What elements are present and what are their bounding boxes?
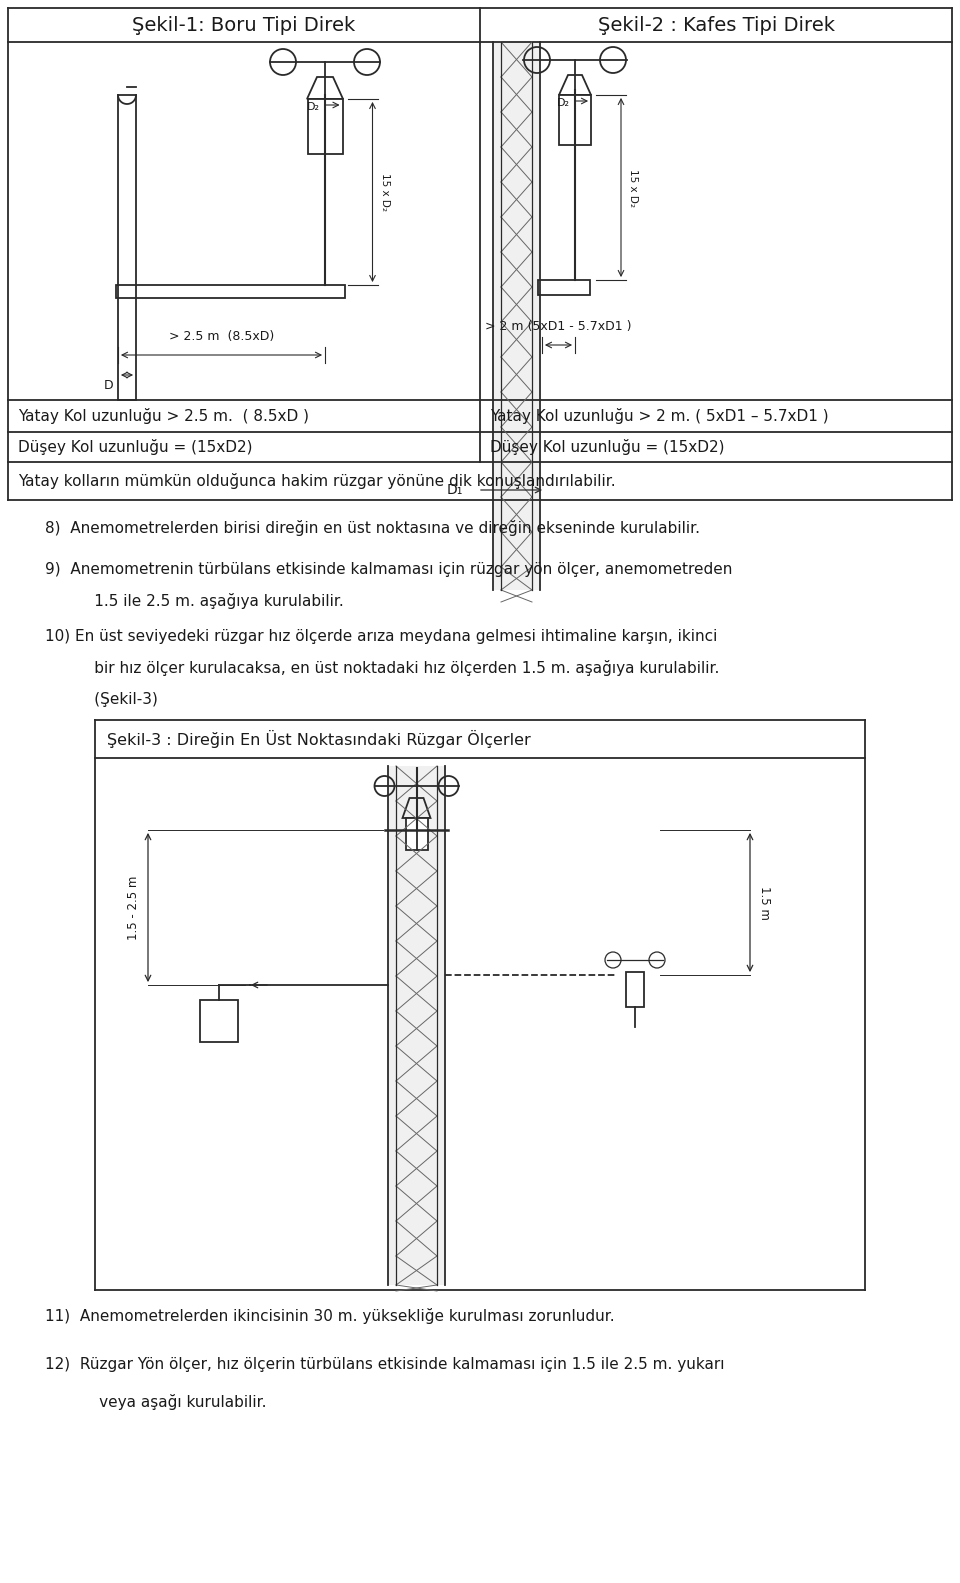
Text: D₁: D₁ [446,483,463,497]
Text: 1.5 - 2.5 m: 1.5 - 2.5 m [127,875,140,940]
Text: Şekil-2 : Kafes Tipi Direk: Şekil-2 : Kafes Tipi Direk [597,16,834,35]
Text: D₂: D₂ [307,101,320,112]
Text: 15 x D₂: 15 x D₂ [379,173,390,211]
Text: (Şekil-3): (Şekil-3) [65,692,157,706]
Text: Düşey Kol uzunluğu = (15xD2): Düşey Kol uzunluğu = (15xD2) [18,438,252,454]
Bar [388,766,445,1285]
Text: > 2 m (5xD1 - 5.7xD1 ): > 2 m (5xD1 - 5.7xD1 ) [485,320,632,332]
Text: 10) En üst seviyedeki rüzgar hız ölçerde arıza meydana gelmesi ihtimaline karşın: 10) En üst seviyedeki rüzgar hız ölçerde… [45,628,717,644]
Text: Şekil-3 : Direğin En Üst Noktasındaki Rüzgar Ölçerler: Şekil-3 : Direğin En Üst Noktasındaki Rü… [107,730,531,749]
Text: 11)  Anemometrelerden ikincisinin 30 m. yüksekliğe kurulması zorunludur.: 11) Anemometrelerden ikincisinin 30 m. y… [45,1308,614,1323]
Text: 1.5 ile 2.5 m. aşağıya kurulabilir.: 1.5 ile 2.5 m. aşağıya kurulabilir. [65,592,344,609]
Bar [405,818,427,850]
Bar [559,95,591,146]
Bar [626,972,644,1007]
Bar [200,1000,238,1042]
Text: 12)  Rüzgar Yön ölçer, hız ölçerin türbülans etkisinde kalmaması için 1.5 ile 2.: 12) Rüzgar Yön ölçer, hız ölçerin türbül… [45,1357,725,1371]
Text: 9)  Anemometrenin türbülans etkisinde kalmaması için rüzgar yön ölçer, anemometr: 9) Anemometrenin türbülans etkisinde kal… [45,562,732,576]
Text: veya aşağı kurulabilir.: veya aşağı kurulabilir. [65,1395,267,1410]
Bar [538,280,590,294]
Text: Yatay Kol uzunluğu > 2.5 m.  ( 8.5xD ): Yatay Kol uzunluğu > 2.5 m. ( 8.5xD ) [18,408,309,424]
Text: Yatay kolların mümkün olduğunca hakim rüzgar yönüne dik konuşlandırılabilir.: Yatay kolların mümkün olduğunca hakim rü… [18,473,615,489]
Text: D: D [104,378,113,391]
Bar [118,95,136,400]
Text: D₂: D₂ [557,98,570,108]
Text: Düşey Kol uzunluğu = (15xD2): Düşey Kol uzunluğu = (15xD2) [490,438,725,454]
Text: 1.5 m: 1.5 m [758,885,771,920]
Bar [307,100,343,154]
Text: 15 x D₂: 15 x D₂ [628,168,638,206]
Text: bir hız ölçer kurulacaksa, en üst noktadaki hız ölçerden 1.5 m. aşağıya kurulabi: bir hız ölçer kurulacaksa, en üst noktad… [65,660,719,676]
Text: Şekil-1: Boru Tipi Direk: Şekil-1: Boru Tipi Direk [132,16,355,35]
Text: > 2.5 m  (8.5xD): > 2.5 m (8.5xD) [169,329,275,344]
Bar [493,43,540,590]
Bar [116,285,345,298]
Text: 8)  Anemometrelerden birisi direğin en üst noktasına ve direğin ekseninde kurula: 8) Anemometrelerden birisi direğin en üs… [45,519,700,537]
Text: Yatay Kol uzunluğu > 2 m. ( 5xD1 – 5.7xD1 ): Yatay Kol uzunluğu > 2 m. ( 5xD1 – 5.7xD… [490,408,828,424]
